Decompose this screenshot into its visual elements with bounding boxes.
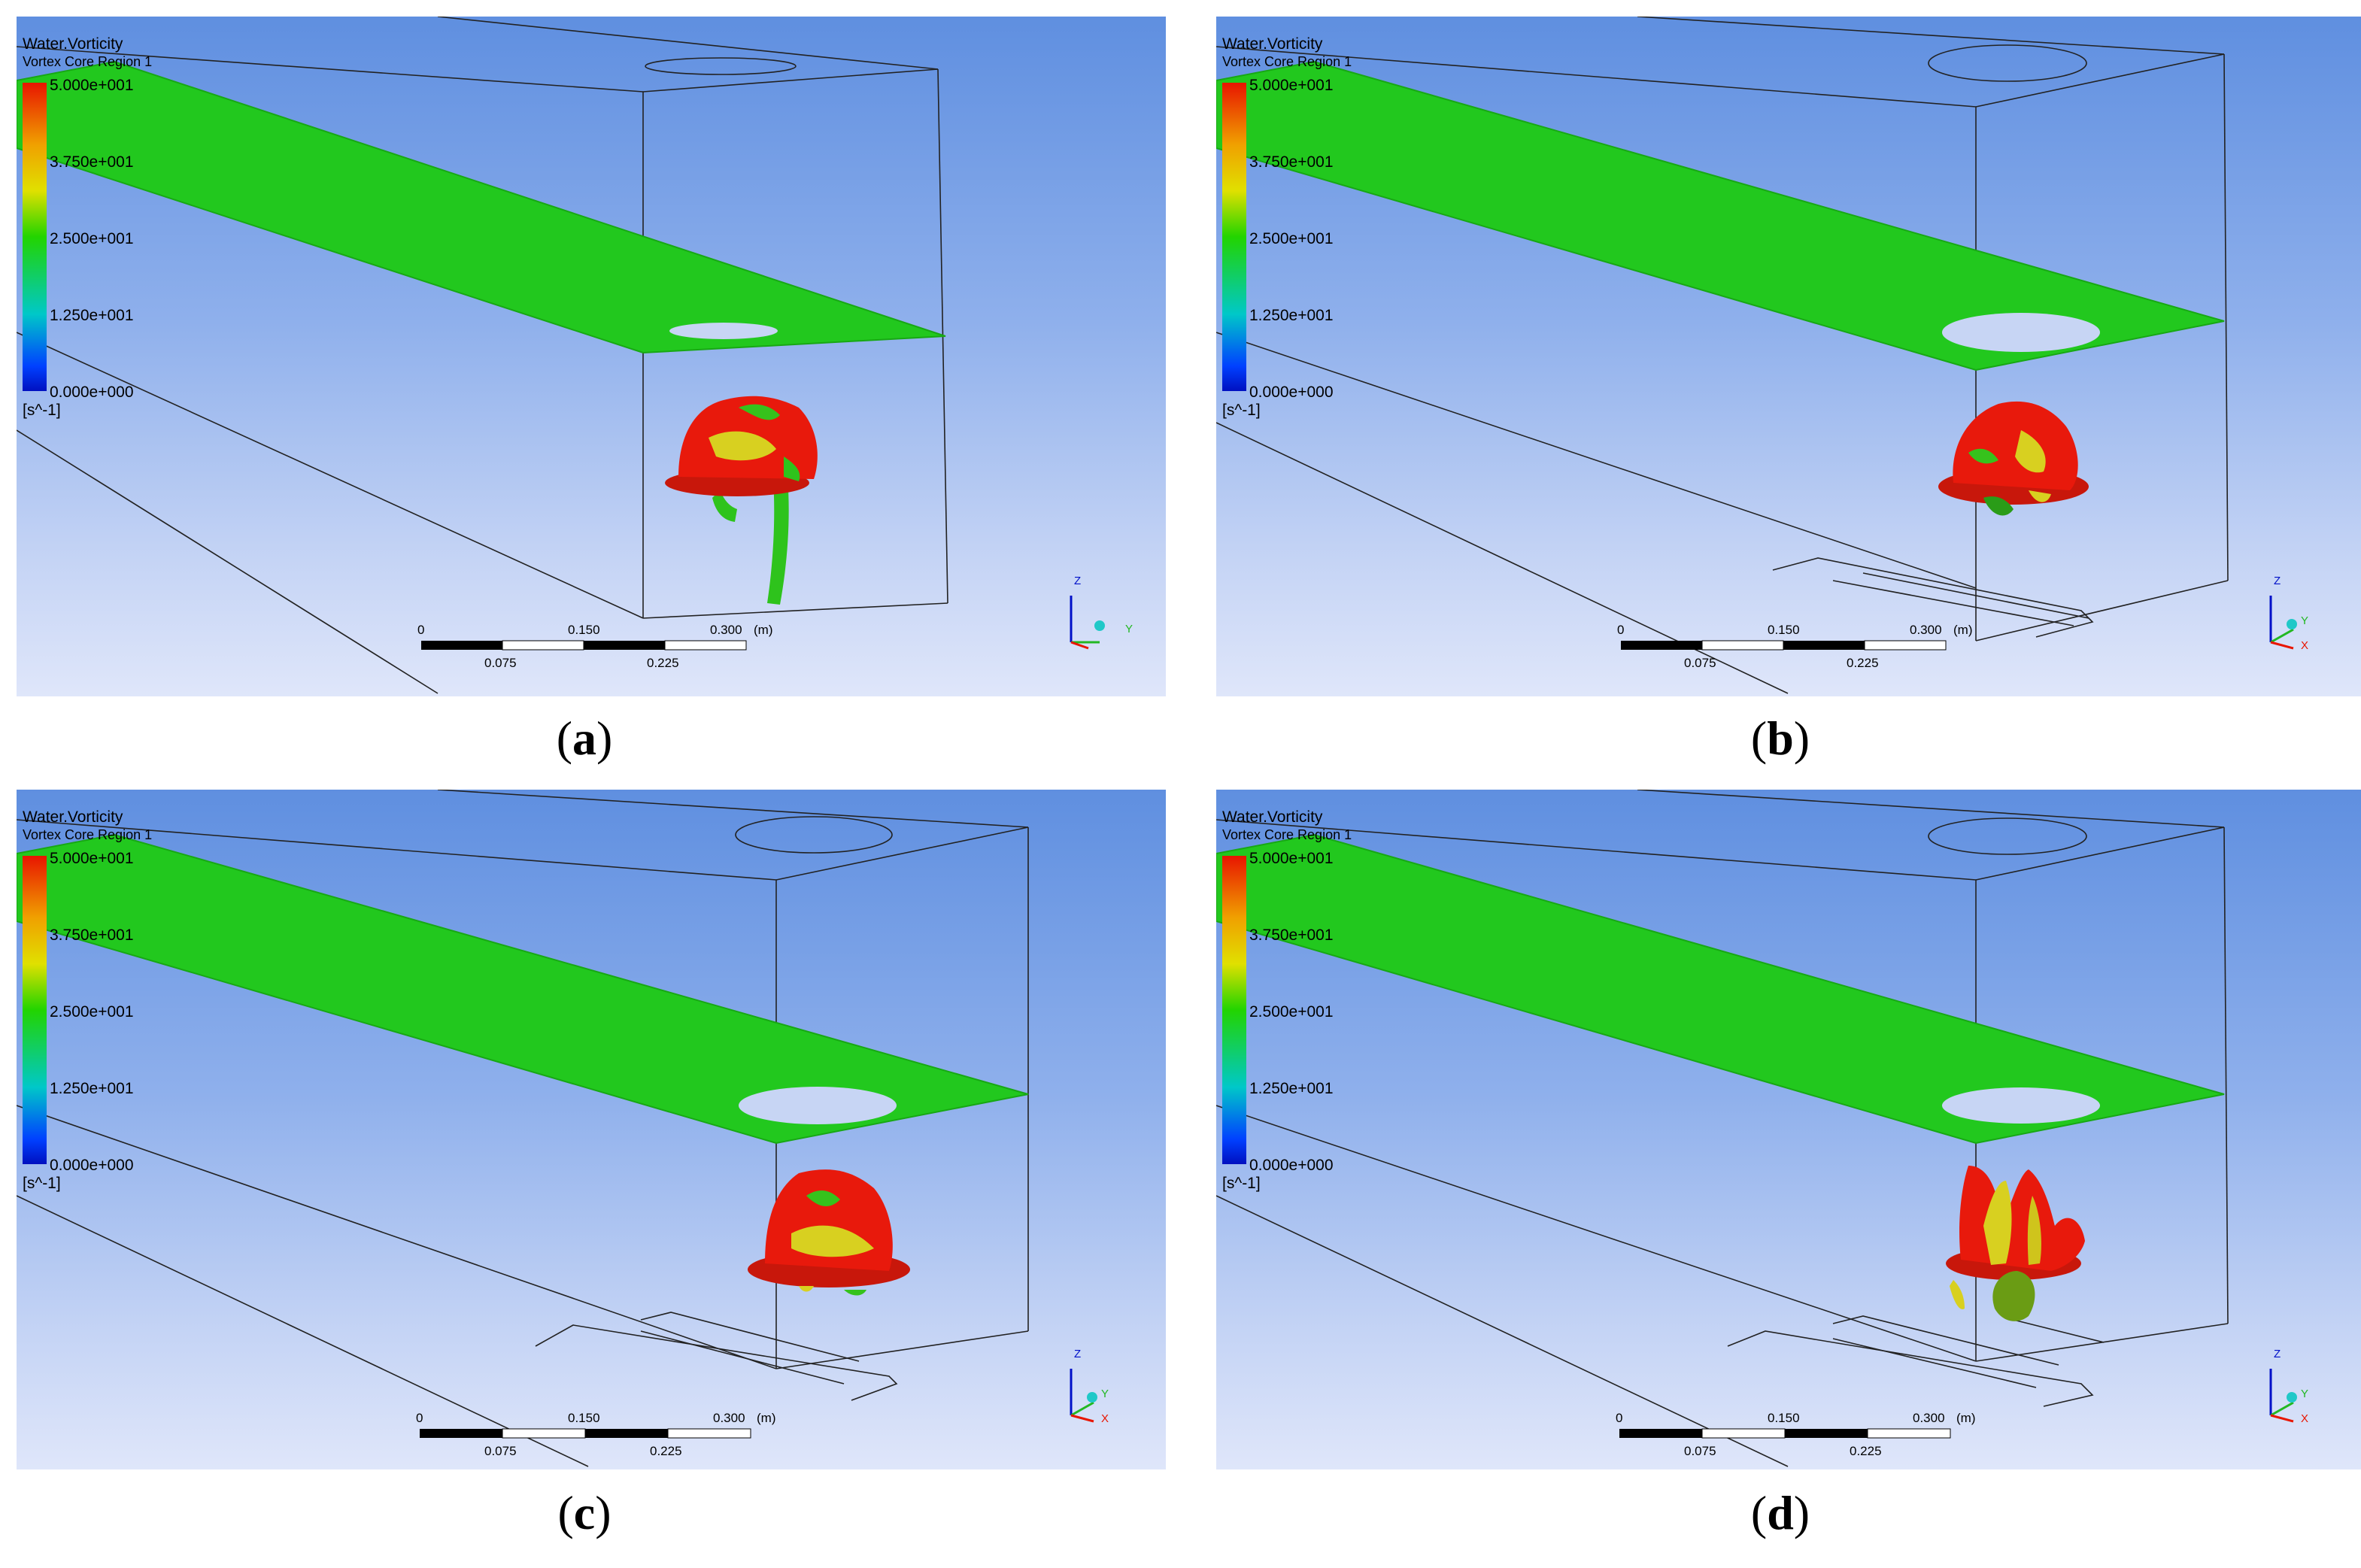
legend-tick: 0.000e+000 [50, 1157, 134, 1174]
legend-tick: 3.750e+001 [50, 153, 134, 171]
scalebar-d [1619, 1428, 1951, 1439]
legend-tick: 1.250e+001 [1249, 1080, 1334, 1097]
legend-tick: 2.500e+001 [50, 230, 134, 247]
legend-title: Water.Vorticity [23, 35, 123, 53]
panel-b: Water.Vorticity Vortex Core Region 1 5.0… [1216, 17, 2361, 696]
scene-d [1216, 790, 2297, 1467]
legend-unit: [s^-1] [1222, 1175, 1261, 1192]
vortex-core-a [665, 396, 818, 605]
scale-label: 0 [416, 1411, 423, 1425]
axis-z-label: Z [1074, 575, 1082, 587]
vorticity-sheet-c [17, 833, 1029, 1145]
color-bar [23, 856, 47, 1164]
scale-label: 0 [1616, 1411, 1623, 1425]
axis-y-label: Y [1101, 1388, 1109, 1400]
legend-tick: 3.750e+001 [1249, 153, 1334, 171]
legend-tick: 3.750e+001 [50, 927, 134, 944]
caption-c: (c) [557, 1486, 611, 1539]
legend-tick: 5.000e+001 [50, 77, 134, 94]
legend-tick: 1.250e+001 [1249, 307, 1334, 324]
scale-label: 0.225 [1847, 656, 1879, 670]
legend-unit: [s^-1] [23, 1175, 61, 1192]
vortex-core-d [1946, 1166, 2085, 1321]
axis-triad-b [2269, 596, 2297, 650]
legend-subtitle: Vortex Core Region 1 [23, 827, 153, 842]
legend-unit: [s^-1] [1222, 402, 1261, 419]
scale-label: 0.300 [713, 1411, 745, 1425]
scale-label: 0.075 [1684, 1444, 1716, 1458]
scale-label: 0.150 [568, 623, 600, 637]
axis-triad-d [2269, 1369, 2297, 1423]
axis-z-label: Z [1074, 1348, 1082, 1360]
caption-d: (d) [1750, 1486, 1810, 1539]
legend-tick: 0.000e+000 [1249, 1157, 1334, 1174]
axis-x-label: X [2301, 639, 2309, 652]
scale-unit: (m) [1953, 623, 1973, 637]
legend-tick: 2.500e+001 [50, 1003, 134, 1021]
scale-label: 0.075 [484, 1444, 517, 1458]
scale-label: 0.150 [1768, 623, 1800, 637]
scale-label: 0.075 [1684, 656, 1716, 670]
axis-triad-c [1070, 1369, 1097, 1423]
scale-unit: (m) [754, 623, 773, 637]
scale-label: 0.150 [1768, 1411, 1800, 1425]
legend-tick: 3.750e+001 [1249, 927, 1334, 944]
scale-unit: (m) [1956, 1411, 1976, 1425]
legend-tick: 2.500e+001 [1249, 230, 1334, 247]
scalebar-c [420, 1428, 751, 1439]
legend-tick: 5.000e+001 [1249, 850, 1334, 867]
axis-z-label: Z [2274, 1348, 2281, 1360]
legend-tick: 0.000e+000 [1249, 384, 1334, 401]
color-bar [1222, 856, 1246, 1164]
legend-tick: 5.000e+001 [50, 850, 134, 867]
scale-label: 0 [1617, 623, 1625, 637]
scale-label: 0.150 [568, 1411, 600, 1425]
axis-triad-a [1070, 596, 1105, 650]
vorticity-sheet-a [17, 60, 946, 354]
axis-y-label: Y [2301, 1388, 2309, 1400]
scale-label: 0.225 [647, 656, 679, 670]
legend-tick: 0.000e+000 [50, 384, 134, 401]
vorticity-sheet-d [1216, 833, 2225, 1145]
legend-title: Water.Vorticity [23, 808, 123, 826]
axis-y-label: Y [2301, 614, 2309, 627]
axis-x-label: X [2301, 1412, 2309, 1425]
panel-a: Water.Vorticity Vortex Core Region 1 5.0… [17, 17, 1166, 696]
vorticity-sheet-b [1216, 60, 2225, 372]
scene-b [1216, 17, 2297, 694]
legend-tick: 1.250e+001 [50, 1080, 134, 1097]
legend-tick: 1.250e+001 [50, 307, 134, 324]
legend-tick: 2.500e+001 [1249, 1003, 1334, 1021]
vortex-core-b [1938, 401, 2089, 516]
vortex-core-c [748, 1169, 910, 1296]
legend-title: Water.Vorticity [1222, 35, 1323, 53]
scene-c [17, 790, 1097, 1467]
scale-label: 0.075 [484, 656, 517, 670]
scale-label: 0.225 [650, 1444, 682, 1458]
axis-z-label: Z [2274, 575, 2281, 587]
legend-subtitle: Vortex Core Region 1 [23, 54, 153, 69]
legend-title: Water.Vorticity [1222, 808, 1323, 826]
scalebar-b [1621, 640, 1947, 651]
caption-b: (b) [1750, 711, 1810, 765]
color-bar [1222, 83, 1246, 391]
panel-c: Water.Vorticity Vortex Core Region 1 5.0… [17, 790, 1166, 1469]
scale-label: 0.225 [1850, 1444, 1882, 1458]
scene-a [17, 17, 1105, 694]
axis-x-label: X [1101, 1412, 1109, 1425]
scalebar-a [421, 640, 747, 651]
legend-subtitle: Vortex Core Region 1 [1222, 827, 1352, 842]
caption-a: (a) [556, 711, 613, 765]
scale-label: 0.300 [710, 623, 742, 637]
color-bar [23, 83, 47, 391]
scale-label: 0 [417, 623, 425, 637]
panel-d: Water.Vorticity Vortex Core Region 1 5.0… [1216, 790, 2361, 1469]
axis-y-label: Y [1125, 623, 1133, 635]
scale-label: 0.300 [1913, 1411, 1945, 1425]
scale-label: 0.300 [1910, 623, 1942, 637]
legend-subtitle: Vortex Core Region 1 [1222, 54, 1352, 69]
scale-unit: (m) [757, 1411, 776, 1425]
legend-tick: 5.000e+001 [1249, 77, 1334, 94]
legend-unit: [s^-1] [23, 402, 61, 419]
